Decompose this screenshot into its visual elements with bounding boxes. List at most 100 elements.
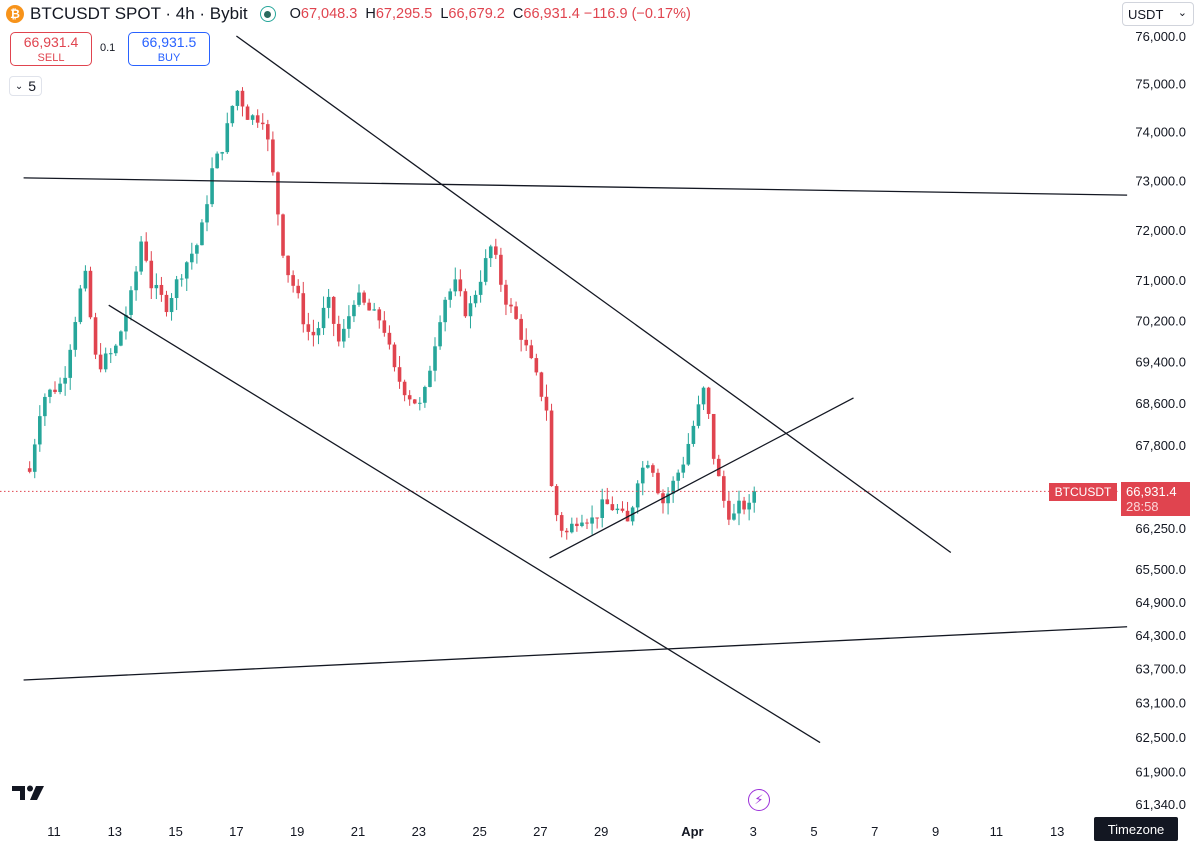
candle-body [580,522,584,527]
candle-body [711,413,716,459]
x-tick-label: 7 [871,824,878,839]
candle-body [727,500,731,520]
candle-body [235,90,240,106]
candle-body [250,115,255,120]
candle-body [737,500,741,514]
candles [27,87,757,540]
candle-body [387,332,392,345]
candle-body [68,349,73,378]
candle-body [362,292,366,303]
candle-body [671,480,675,494]
y-tick-label: 66,250.0 [1135,521,1186,536]
buy-button[interactable]: 66,931.5 BUY [128,32,210,66]
candle-body [48,389,52,397]
candle-body [291,275,295,286]
x-tick-label: 3 [750,824,757,839]
candle-body [544,396,549,411]
x-tick-label: 29 [594,824,608,839]
change-value: −116.9 (−0.17%) [583,6,691,22]
candle-body [478,281,483,295]
candle-body [585,522,589,524]
candle-body [159,284,164,295]
candle-body [190,253,194,263]
candle-body [397,367,402,382]
candle-body [681,464,686,473]
indicators-toggle[interactable]: ⌄ 5 [9,76,42,96]
candle-body [129,290,133,315]
candle-body [722,476,726,501]
y-tick-label: 69,400.0 [1135,355,1186,370]
candle-body [331,296,336,324]
rising-support-line [549,397,854,559]
lightning-icon[interactable]: ⚡︎ [748,789,770,811]
currency-value: USDT [1128,6,1164,22]
close-value: 66,931.4 [523,6,580,22]
candle-body [534,358,539,373]
candle-body [499,254,503,285]
sell-price: 66,931.4 [23,34,79,50]
candle-body [271,139,275,173]
market-status-icon[interactable] [259,6,276,22]
candle-body [195,245,199,254]
y-tick-label: 72,000.0 [1135,223,1186,238]
candle-body [514,306,518,319]
candle-body [418,402,422,404]
candle-body [154,284,159,289]
candle-body [716,458,721,477]
x-tick-label: 23 [412,824,426,839]
y-tick-label: 63,700.0 [1135,662,1186,677]
x-tick-label: 25 [472,824,486,839]
y-tick-label: 74,000.0 [1135,125,1186,140]
candle-body [458,279,463,292]
candle-body [276,172,280,215]
chevron-down-icon: ⌄ [14,80,24,92]
candle-body [407,395,412,400]
candle-body [53,389,57,393]
y-tick-label: 61,900.0 [1135,764,1186,779]
candle-body [575,523,579,527]
candle-body [615,508,620,511]
y-tick-label: 61,340.0 [1135,797,1186,812]
indicators-count: 5 [28,78,37,94]
candle-body [509,304,513,307]
candle-body [564,530,569,533]
candle-body [696,404,701,426]
candle-body [286,255,290,276]
x-tick-label: 19 [290,824,304,839]
x-tick-label: 9 [932,824,939,839]
x-tick-label: 15 [168,824,182,839]
y-tick-label: 68,600.0 [1135,396,1186,411]
buy-label: BUY [157,52,181,64]
candle-body [676,472,681,481]
candle-body [428,370,432,387]
candle-body [549,410,554,487]
candle-body [58,383,62,393]
sell-button[interactable]: 66,931.4 SELL [10,32,92,66]
candle-body [347,316,351,329]
y-tick-label: 75,000.0 [1135,76,1186,91]
x-tick-label: 27 [533,824,547,839]
low-value: 66,679.2 [448,6,505,22]
candle-body [620,508,625,511]
candle-body [742,500,746,510]
candle-body [463,291,468,317]
candle-body [32,444,37,472]
candle-body [423,386,427,403]
symbol-title[interactable]: BTCUSDT SPOT · 4h · Bybit [30,4,248,23]
candle-body [691,425,696,444]
candle-body [266,124,270,140]
candle-body [179,278,184,280]
current-price-tag: 66,931.4 28:58 [1121,482,1190,516]
candle-body [301,293,306,325]
candle-body [600,499,605,518]
timezone-button[interactable]: Timezone [1094,817,1178,841]
candle-body [590,517,594,524]
high-key: H [365,6,376,22]
currency-select[interactable]: USDT ⌄ [1122,2,1194,26]
tradingview-logo[interactable] [11,782,47,802]
open-value: 67,048.3 [300,6,358,22]
trendlines [0,35,1128,744]
open-key: O [289,6,301,22]
candle-body [357,292,361,305]
